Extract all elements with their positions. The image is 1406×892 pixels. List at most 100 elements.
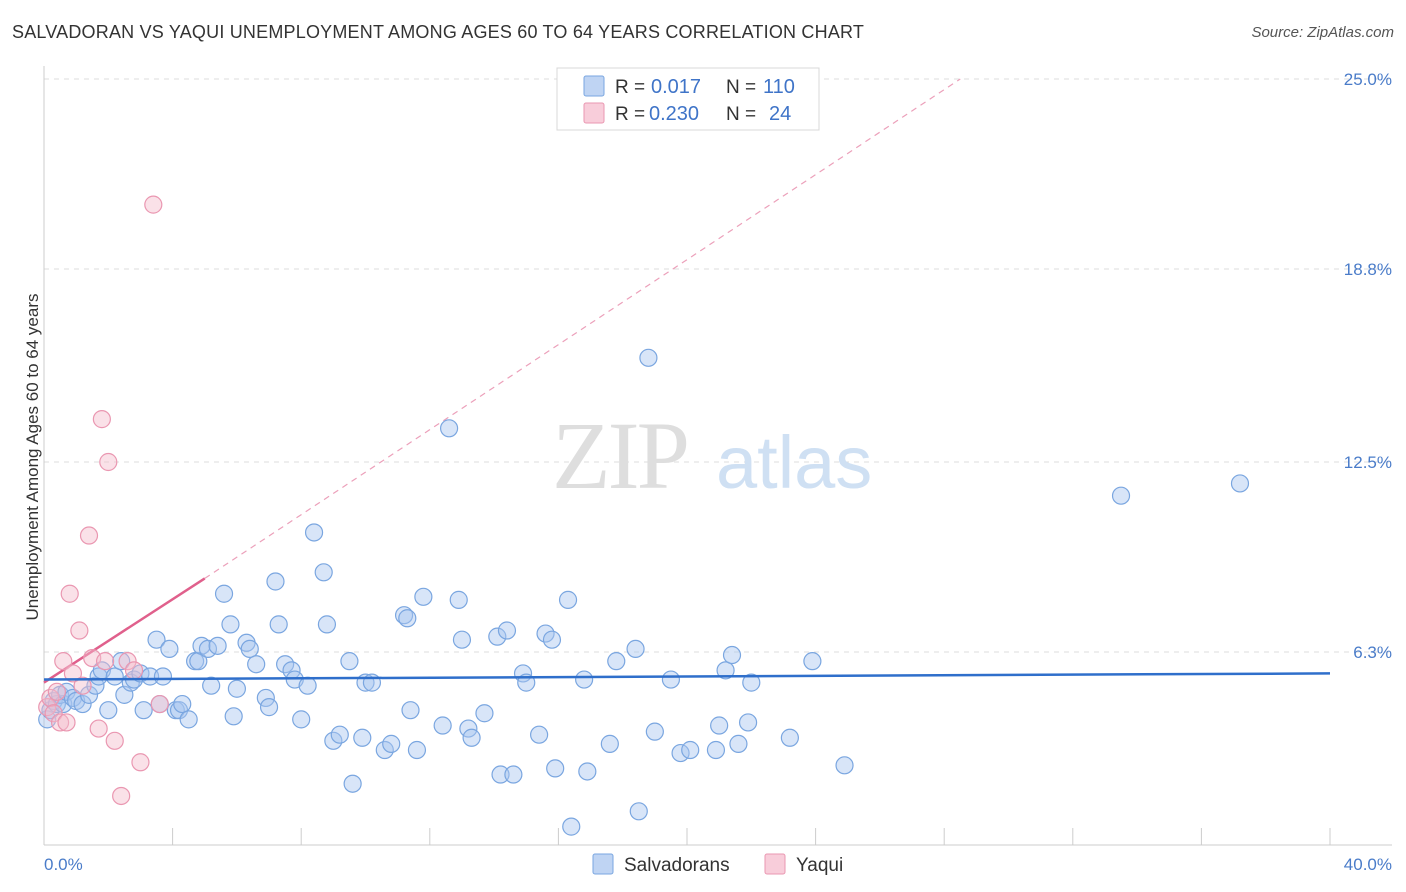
legend-n-label-yaqui: N = [726,104,756,125]
bottom-legend: Salvadorans Yaqui [592,853,843,876]
point-yaqui-3 [47,682,66,701]
point-salvadorans-21 [134,701,153,720]
point-salvadorans-72 [449,590,468,609]
point-salvadorans-105 [738,713,758,732]
point-salvadorans-47 [269,615,288,634]
point-salvadorans-107 [780,728,799,747]
point-salvadorans-91 [600,734,619,753]
point-yaqui-21 [131,753,150,772]
point-salvadorans-97 [661,670,681,689]
watermark-zip: ZIP [552,402,687,509]
point-salvadorans-71 [439,419,459,438]
point-salvadorans-23 [147,630,166,649]
point-salvadorans-62 [362,673,382,692]
point-salvadorans-52 [298,676,317,695]
legend-n-value-yaqui: 24 [769,103,791,125]
point-salvadorans-66 [398,609,417,628]
point-salvadorans-25 [153,667,173,686]
point-salvadorans-75 [462,728,481,747]
point-salvadorans-35 [202,676,221,695]
legend-n-label-salvadorans: N = [726,77,756,98]
y-tick-label-0: 6.3% [1353,643,1392,662]
point-salvadorans-103 [722,645,742,665]
point-yaqui-14 [92,410,111,429]
point-salvadorans-78 [491,765,510,784]
point-salvadorans-9 [73,694,92,714]
point-salvadorans-59 [343,774,362,793]
point-salvadorans-37 [214,584,234,603]
point-salvadorans-39 [224,707,243,726]
bottom-legend-label-yaqui: Yaqui [796,855,843,876]
point-salvadorans-15 [105,667,124,686]
point-salvadorans-30 [179,710,198,729]
point-yaqui-20 [124,661,144,680]
point-yaqui-4 [50,713,70,732]
bottom-legend-label-salvadorans: Salvadorans [624,855,730,876]
point-yaqui-9 [70,621,89,640]
point-salvadorans-101 [710,716,729,735]
point-salvadorans-69 [414,587,433,606]
point-salvadorans-111 [1230,474,1250,493]
trend-extension-yaqui [204,78,961,579]
point-salvadorans-10 [79,685,99,704]
legend-swatch-yaqui [583,102,605,124]
point-salvadorans-32 [189,652,208,671]
point-salvadorans-83 [530,725,549,744]
point-yaqui-5 [54,652,73,671]
point-yaqui-13 [89,719,108,738]
point-salvadorans-54 [314,563,333,582]
point-salvadorans-79 [497,621,517,640]
point-salvadorans-42 [240,639,259,659]
point-salvadorans-26 [160,639,179,659]
legend-r-value-yaqui: 0.230 [649,103,699,125]
y-tick-label-2: 18.8% [1344,260,1392,279]
point-yaqui-8 [63,664,83,683]
grid-lines [44,78,1392,653]
chart-title: SALVADORAN VS YAQUI UNEMPLOYMENT AMONG A… [12,22,865,42]
point-salvadorans-93 [626,639,645,659]
point-salvadorans-46 [266,572,285,591]
x-tick-label-1: 40.0% [1344,855,1392,874]
point-salvadorans-43 [247,655,266,674]
point-yaqui-19 [118,652,137,671]
trend-lines-yaqui [43,78,961,684]
point-salvadorans-90 [578,762,597,781]
point-salvadorans-40 [227,679,246,698]
point-yaqui-22 [144,195,163,214]
point-salvadorans-67 [401,701,420,720]
legend-r-value-salvadorans: 0.017 [651,76,701,98]
bottom-legend-swatch-salvadorans [592,853,614,875]
point-salvadorans-55 [317,615,337,634]
point-yaqui-2 [44,704,63,723]
series-yaqui [38,195,169,806]
point-salvadorans-58 [340,652,359,671]
point-salvadorans-73 [452,630,472,649]
point-salvadorans-65 [394,606,414,625]
point-salvadorans-110 [1111,486,1131,505]
x-tick-label-0: 0.0% [44,855,83,874]
point-salvadorans-100 [706,740,726,760]
source-label: Source: ZipAtlas.com [1251,24,1394,41]
point-salvadorans-68 [407,740,427,760]
legend-r-label-yaqui: R = [615,104,645,125]
point-yaqui-11 [79,526,99,545]
point-yaqui-15 [95,652,115,671]
point-salvadorans-92 [607,652,626,671]
point-salvadorans-60 [353,728,372,747]
point-salvadorans-77 [488,627,507,646]
y-tick-label-1: 12.5% [1344,453,1392,472]
legend-r-label-salvadorans: R = [615,77,645,98]
point-salvadorans-88 [562,817,581,836]
point-salvadorans-76 [475,704,494,723]
point-salvadorans-104 [729,734,748,753]
point-yaqui-7 [60,584,79,603]
point-salvadorans-87 [558,590,578,609]
point-salvadorans-95 [639,348,658,367]
legend-swatch-salvadorans [583,75,605,97]
point-salvadorans-106 [742,673,761,692]
tick-labels: 6.3% 12.5% 18.8% 25.0% 0.0% 40.0% [44,70,1392,874]
point-yaqui-16 [99,452,118,472]
legend-n-value-salvadorans: 110 [763,76,795,98]
series-salvadorans [38,348,1250,836]
point-salvadorans-70 [433,716,452,735]
